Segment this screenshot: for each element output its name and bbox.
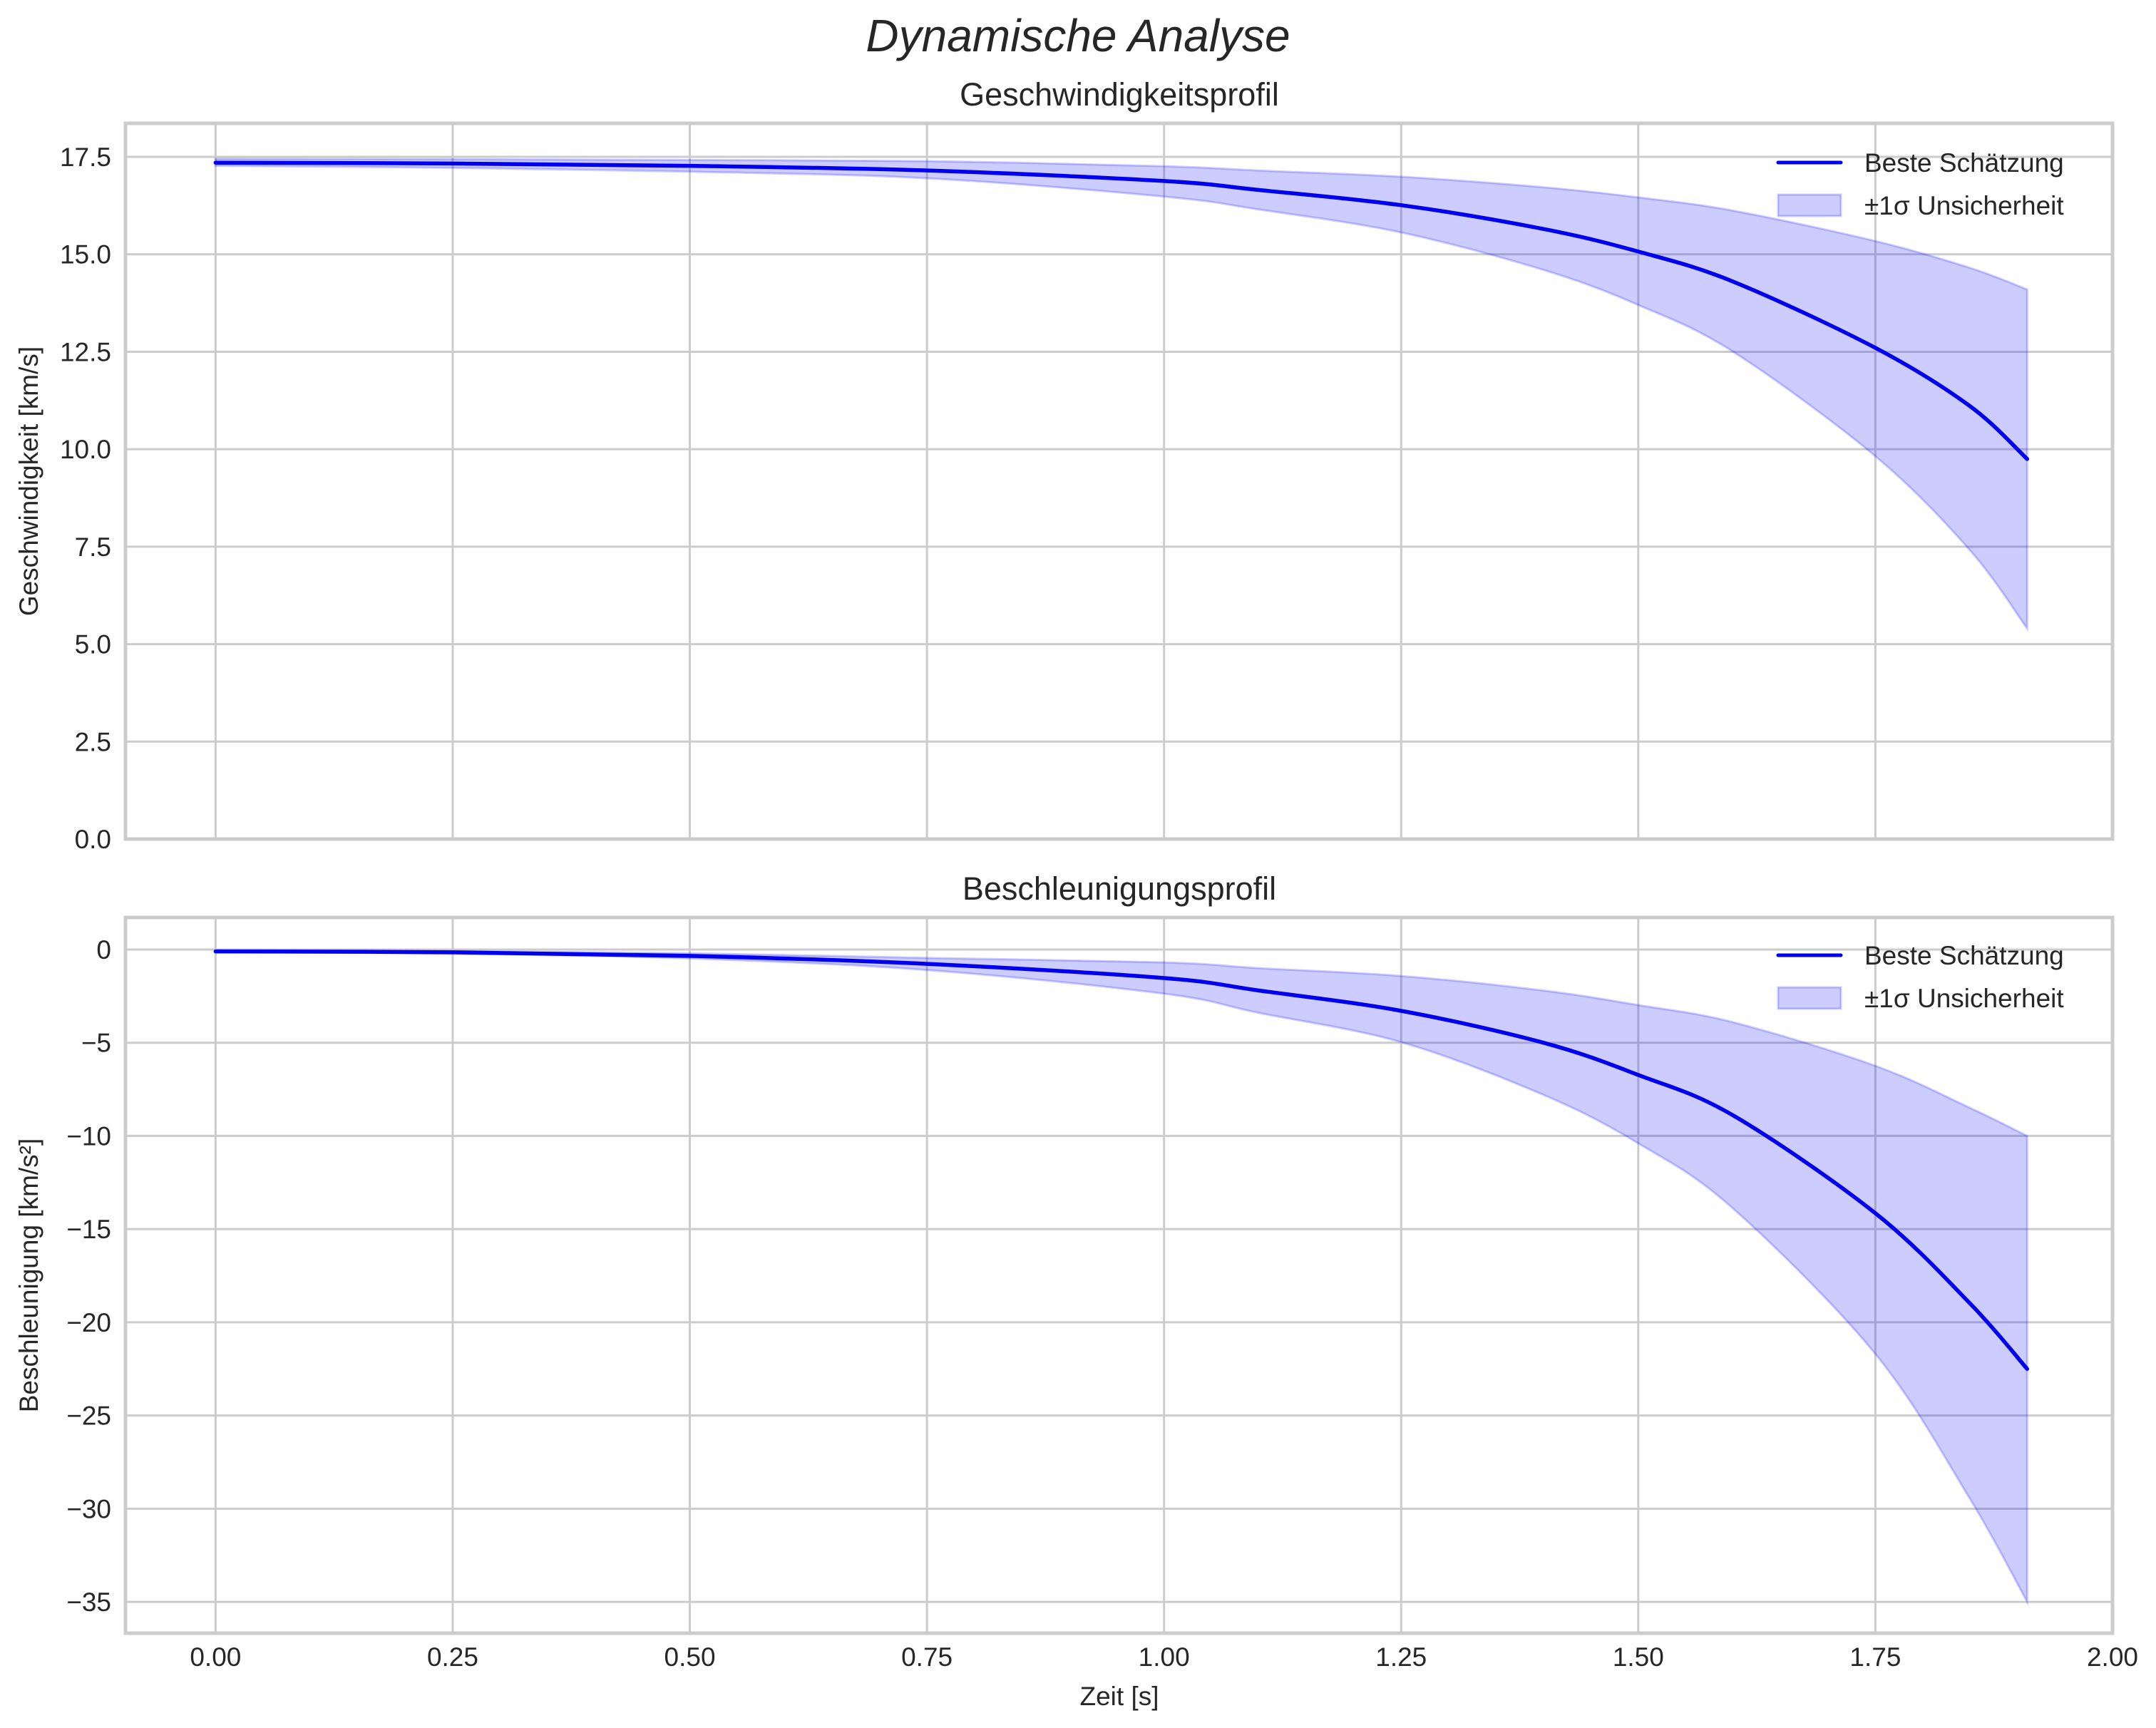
acceleration-best-estimate-line [213, 949, 2030, 1371]
x-tick-label: 1.50 [1613, 1642, 1664, 1672]
acceleration-plot-title: Beschleunigungsprofil [962, 870, 1276, 907]
y-tick-label: 2.5 [75, 727, 111, 756]
x-tick-label: 1.75 [1849, 1642, 1901, 1672]
y-tick-label: −5 [81, 1029, 111, 1058]
acceleration-legend: Beste Schätzung ±1σ Unsicherheit [1776, 941, 2064, 1013]
acceleration-axes-frame [123, 915, 2115, 1635]
velocity-y-axis-label: Geschwindigkeit [km/s] [14, 346, 43, 616]
x-tick-label: 1.00 [1139, 1642, 1190, 1672]
y-tick-label: −10 [66, 1121, 111, 1151]
y-tick-label: −35 [66, 1588, 111, 1617]
uncertainty-band-area [214, 158, 2028, 632]
legend-label-uncertainty: ±1σ Unsicherheit [1864, 191, 2064, 220]
velocity-legend: Beste Schätzung ±1σ Unsicherheit [1776, 148, 2064, 220]
x-tick-label: 0.00 [190, 1642, 241, 1672]
acceleration-x-tick-labels: 0.00 0.25 0.50 0.75 1.00 1.25 1.50 1.75 2.00 [190, 1642, 2138, 1672]
y-tick-label: 5.0 [75, 630, 111, 659]
best-estimate-line [213, 160, 2030, 461]
acceleration-y-tick-labels: 0 −5 −10 −15 −20 −25 −30 −35 [66, 935, 111, 1617]
y-tick-label: −30 [66, 1494, 111, 1523]
y-tick-label: 12.5 [60, 337, 111, 366]
velocity-uncertainty-band [214, 158, 2028, 632]
velocity-gridlines [125, 123, 2113, 839]
velocity-y-tick-labels: 0.0 2.5 5.0 7.5 10.0 12.5 15.0 17.5 [60, 143, 111, 854]
x-tick-label: 0.75 [901, 1642, 953, 1672]
legend-band-swatch [1777, 193, 1842, 217]
best-estimate-line [213, 949, 2030, 1371]
y-tick-label: 0.0 [75, 825, 111, 854]
axes-frame [123, 915, 2115, 1635]
legend-label-uncertainty: ±1σ Unsicherheit [1864, 984, 2064, 1013]
velocity-plot: Geschwindigkeitsprofil 0.0 2.5 5.0 7.5 10.0 1… [14, 76, 2115, 854]
acceleration-gridlines [125, 917, 2113, 1633]
figure-title: Dynamische Analyse [866, 10, 1290, 61]
uncertainty-band-area [214, 949, 2028, 1606]
y-tick-label: −15 [66, 1215, 111, 1244]
x-tick-label: 0.50 [664, 1642, 716, 1672]
y-tick-label: 17.5 [60, 143, 111, 172]
y-tick-label: 0 [96, 935, 111, 965]
y-tick-label: 10.0 [60, 435, 111, 464]
acceleration-y-axis-label: Beschleunigung [km/s²] [14, 1138, 43, 1413]
y-tick-label: −20 [66, 1308, 111, 1337]
velocity-best-estimate-line [213, 160, 2030, 461]
legend-label-best-estimate: Beste Schätzung [1864, 941, 2064, 970]
velocity-plot-title: Geschwindigkeitsprofil [960, 76, 1279, 113]
axes-frame [123, 121, 2115, 841]
legend-label-best-estimate: Beste Schätzung [1864, 148, 2064, 178]
acceleration-plot: Beschleunigungsprofil 0 −5 −10 −15 −20 −25 −30… [14, 870, 2138, 1711]
x-tick-label: 2.00 [2087, 1642, 2138, 1672]
x-axis-label: Zeit [s] [1079, 1682, 1159, 1711]
velocity-axes-frame [123, 121, 2115, 841]
x-tick-label: 1.25 [1375, 1642, 1427, 1672]
y-tick-label: −25 [66, 1402, 111, 1431]
acceleration-uncertainty-band [214, 949, 2028, 1606]
legend-band-swatch [1777, 986, 1842, 1010]
y-tick-label: 7.5 [75, 533, 111, 562]
y-tick-label: 15.0 [60, 240, 111, 269]
x-tick-label: 0.25 [427, 1642, 478, 1672]
